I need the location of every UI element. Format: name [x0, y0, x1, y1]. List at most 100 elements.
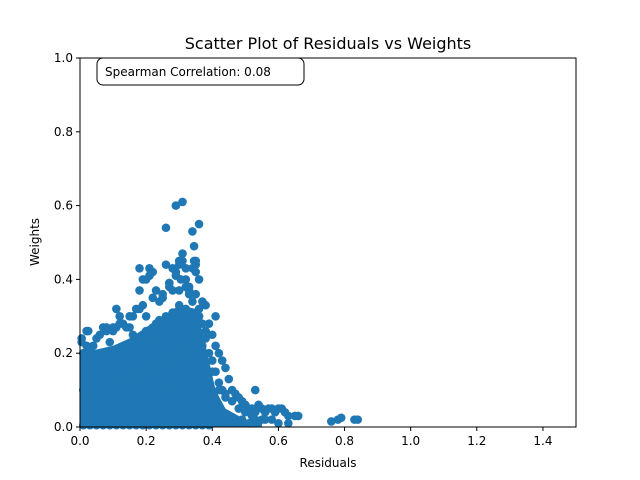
data-point: [112, 367, 121, 376]
data-point: [194, 312, 204, 321]
data-point: [174, 256, 184, 266]
y-tick-label: 0.0: [54, 420, 73, 434]
annotation-frame: [96, 57, 305, 86]
data-point: [79, 348, 88, 358]
data-point: [241, 407, 250, 417]
data-point: [160, 374, 169, 384]
x-axis-label: Residuals: [300, 456, 357, 470]
data-point: [217, 407, 227, 417]
data-point: [151, 319, 161, 328]
data-point: [204, 385, 214, 395]
data-point: [92, 378, 101, 388]
data-point: [250, 385, 260, 395]
x-tick-label: 0.8: [335, 434, 354, 448]
data-point: [224, 411, 234, 421]
data-point: [327, 417, 336, 426]
chart-title: Scatter Plot of Residuals vs Weights: [185, 34, 472, 53]
data-point: [198, 400, 207, 410]
data-point: [267, 415, 277, 424]
data-point: [138, 352, 148, 362]
data-point: [191, 289, 201, 299]
data-point: [108, 326, 118, 336]
y-axis-ticks: 0.0 0.2 0.4 0.6 0.8 1.0: [54, 51, 80, 434]
data-point: [191, 323, 201, 332]
annotation-box: Spearman Correlation: 0.08: [96, 57, 305, 86]
data-point: [158, 341, 167, 351]
data-point: [336, 413, 346, 423]
data-point: [244, 419, 253, 428]
data-point: [214, 378, 224, 388]
y-tick-label: 0.8: [54, 125, 73, 139]
data-point: [221, 363, 230, 373]
data-point: [181, 282, 191, 292]
data-point: [108, 407, 118, 417]
data-point: [151, 345, 161, 354]
data-point: [171, 201, 181, 210]
data-point: [224, 374, 234, 384]
data-point: [174, 286, 184, 295]
data-point: [120, 389, 129, 399]
data-point: [188, 227, 197, 236]
data-point: [135, 334, 144, 343]
data-point: [214, 348, 224, 358]
data-point: [121, 404, 131, 413]
data-point: [95, 359, 105, 369]
data-point: [115, 312, 124, 321]
plot-frame: [79, 57, 577, 428]
data-point: [353, 415, 363, 424]
data-point: [90, 400, 100, 410]
data-point: [181, 264, 191, 273]
data-point: [135, 304, 144, 314]
data-point: [145, 348, 154, 358]
data-point: [145, 411, 154, 421]
data-point: [115, 319, 124, 328]
data-point: [207, 356, 217, 365]
data-point: [207, 330, 217, 340]
x-tick-label: 1.2: [467, 434, 486, 448]
data-point: [95, 411, 105, 421]
data-point: [148, 293, 158, 303]
data-point: [194, 275, 204, 284]
data-point: [188, 385, 197, 395]
data-point: [80, 404, 90, 413]
data-point: [105, 371, 115, 380]
data-point: [105, 337, 115, 347]
data-point: [161, 223, 171, 233]
data-point: [121, 341, 131, 351]
x-tick-label: 0.6: [269, 434, 288, 448]
data-point: [112, 304, 121, 314]
data-point: [161, 312, 171, 321]
data-point: [128, 345, 138, 354]
data-point: [164, 278, 174, 288]
data-point: [131, 411, 141, 421]
data-point: [189, 241, 199, 251]
x-tick-label: 0.0: [70, 434, 89, 448]
data-point: [148, 267, 158, 277]
data-point: [77, 334, 86, 343]
data-point: [184, 404, 194, 413]
data-point: [227, 396, 237, 406]
data-point: [234, 404, 244, 413]
data-point: [189, 256, 199, 266]
data-point: [178, 249, 187, 258]
data-point: [151, 286, 161, 295]
data-point: [82, 367, 91, 376]
data-point: [88, 363, 98, 373]
data-point: [171, 334, 181, 343]
data-point: [125, 323, 134, 332]
x-tick-label: 1.0: [401, 434, 420, 448]
x-axis-ticks: 0.0 0.2 0.4 0.6 0.8 1.0 1.2 1.4: [70, 427, 552, 448]
data-point: [130, 385, 139, 395]
data-point: [115, 348, 124, 358]
data-point: [158, 407, 167, 417]
data-point: [201, 378, 210, 388]
data-point: [158, 289, 167, 299]
data-point: [204, 319, 214, 328]
data-point: [140, 382, 149, 391]
data-point: [191, 267, 201, 277]
data-point: [79, 385, 88, 395]
data-point: [201, 334, 210, 343]
data-point: [198, 393, 207, 402]
data-point: [201, 363, 210, 373]
